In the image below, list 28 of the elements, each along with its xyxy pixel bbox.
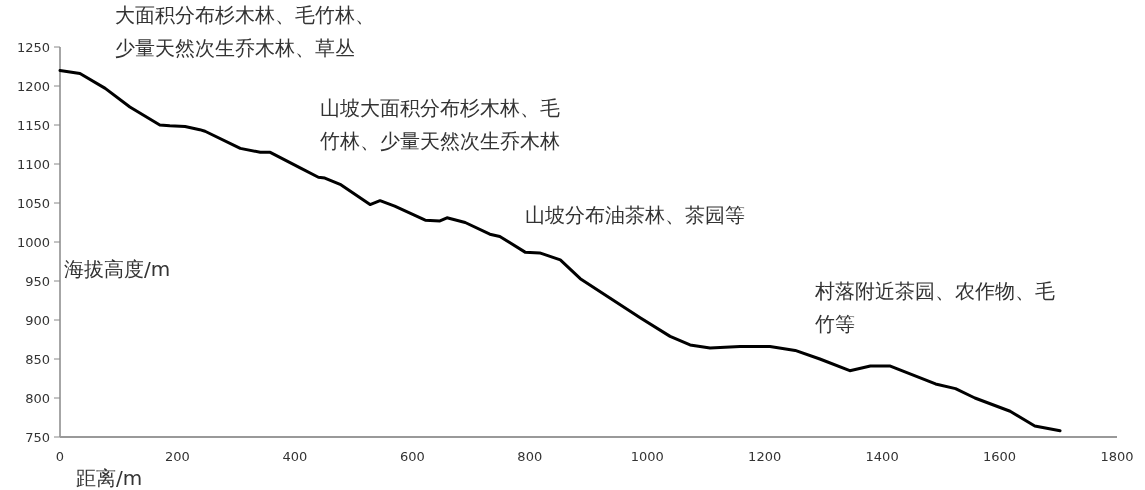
x-tick-label: 600: [399, 449, 425, 464]
x-tick-label: 1400: [865, 449, 899, 464]
y-axis-title: 海拔高度/m: [64, 257, 171, 281]
annotation: 村落附近茶园、农作物、毛竹等: [814, 279, 1055, 336]
y-tick-label: 900: [25, 312, 50, 328]
y-tick-label: 1100: [16, 156, 50, 172]
y-tick-label: 1200: [16, 78, 50, 94]
y-tick-label: 1050: [16, 195, 50, 211]
x-tick-label: 800: [517, 449, 543, 464]
y-tick-label: 1250: [16, 39, 50, 55]
x-tick-label: 200: [165, 449, 190, 464]
x-tick-label: 1000: [630, 449, 664, 464]
x-tick-label: 400: [282, 449, 308, 464]
annotation: 大面积分布杉木林、毛竹林、少量天然次生乔木林、草丛: [115, 3, 375, 60]
y-tick-label: 1150: [16, 117, 50, 133]
x-tick-label: 1800: [1100, 449, 1134, 464]
x-axis-title: 距离/m: [76, 466, 143, 490]
x-tick-label: 0: [55, 449, 65, 464]
annotation: 山坡分布油茶林、茶园等: [525, 203, 745, 227]
y-tick-label: 950: [25, 273, 50, 289]
x-tick-label: 1600: [983, 449, 1017, 464]
annotation: 山坡大面积分布杉木林、毛竹林、少量天然次生乔木林: [320, 96, 560, 153]
y-tick-label: 800: [25, 390, 50, 406]
y-tick-label: 1000: [16, 234, 50, 250]
y-tick-label: 750: [25, 429, 50, 445]
x-tick-label: 1200: [748, 449, 782, 464]
line-series: [58, 68, 1062, 433]
y-tick-label: 850: [25, 351, 50, 367]
